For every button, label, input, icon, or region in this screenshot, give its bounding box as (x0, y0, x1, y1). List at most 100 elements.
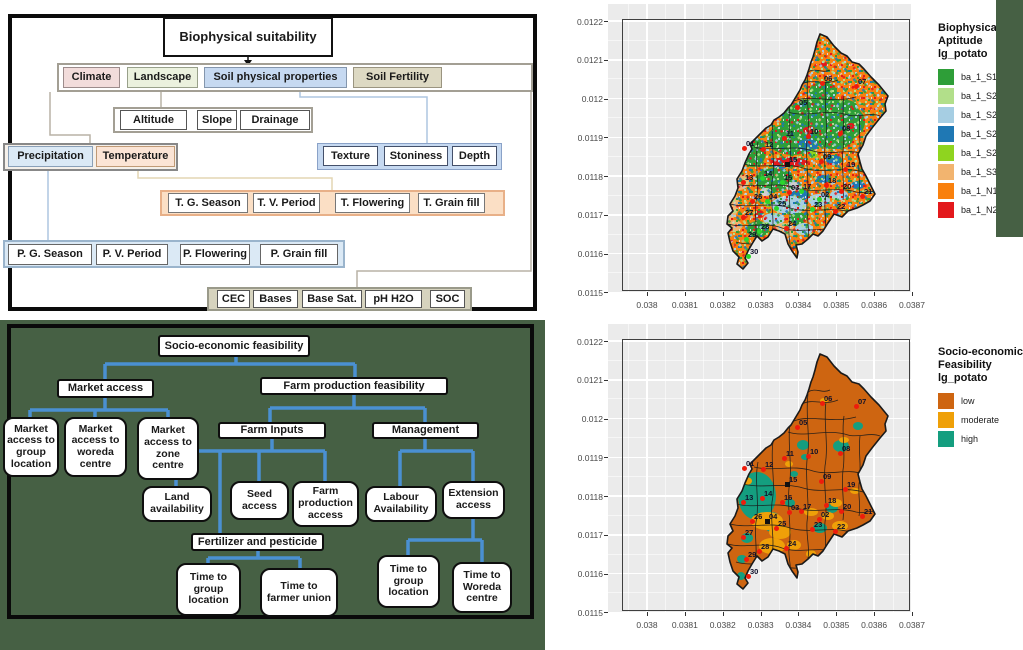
x-axis-tick-mark (912, 292, 913, 296)
node-t-g-season: T. G. Season (168, 193, 248, 213)
node-soil-physical: Soil physical properties (204, 67, 347, 88)
region-label: 26 (754, 192, 762, 201)
y-axis-tick-label: 0.0121 (561, 55, 603, 65)
x-axis-tick-mark (761, 292, 762, 296)
node-extension-access: Extension access (442, 481, 505, 519)
node-time-group-location-fert: Time to group location (176, 563, 241, 616)
region-label: 30 (750, 247, 758, 256)
y-axis-tick-label: 0.0119 (561, 133, 603, 143)
region-label: 11 (786, 449, 794, 458)
y-axis-tick-mark (604, 419, 608, 420)
bio-title: Biophysical suitability (163, 17, 333, 57)
legend-title-line: Aptitude (938, 35, 1002, 48)
node-p-v-period: P. V. Period (96, 244, 168, 265)
region-label: 25 (778, 199, 786, 208)
node-p-g-season: P. G. Season (8, 244, 92, 265)
legend-item: ba_1_S2c (938, 88, 1002, 104)
region-label: 27 (745, 208, 753, 217)
legend-swatch (938, 412, 954, 428)
legend-label: ba_1_N2 (961, 205, 998, 215)
x-axis-tick-mark (647, 292, 648, 296)
legend-label: high (961, 434, 978, 444)
y-axis-tick-label: 0.0115 (561, 288, 603, 298)
region-label: 15 (789, 155, 797, 164)
node-t-grain-fill: T. Grain fill (418, 193, 485, 213)
y-axis-tick-mark (604, 21, 608, 22)
region-label: 24 (788, 539, 796, 548)
legend-item: ba_1_S2f (938, 145, 1002, 161)
legend-label: ba_1_S2f (961, 148, 1000, 158)
legend-label: ba_1_N1 (961, 186, 998, 196)
y-axis-tick-label: 0.0118 (561, 172, 603, 182)
region-label: 18 (828, 496, 836, 505)
y-axis-tick-label: 0.012 (561, 94, 603, 104)
y-axis-tick-mark (604, 60, 608, 61)
legend-swatch (938, 164, 954, 180)
figure-canvas: { "biophysical_diagram": { "title": "Bio… (0, 0, 1023, 650)
y-axis-tick-mark (604, 215, 608, 216)
region-label: 06 (824, 74, 832, 83)
x-axis-tick-mark (647, 612, 648, 616)
region-label: 14 (764, 489, 772, 498)
y-axis-tick-mark (604, 137, 608, 138)
region-label: 19 (847, 480, 855, 489)
legend-title-line: Socio-economic (938, 346, 1023, 359)
node-market-access: Market access (57, 379, 154, 398)
x-axis-tick-mark (874, 292, 875, 296)
node-land-availability: Land availability (142, 486, 212, 522)
node-t-v-period: T. V. Period (253, 193, 320, 213)
region-label: 09 (823, 152, 831, 161)
x-axis-tick-mark (798, 292, 799, 296)
x-axis-tick-mark (798, 612, 799, 616)
legend-swatch (938, 145, 954, 161)
node-landscape: Landscape (127, 67, 198, 88)
legend-title-line: Biophysical (938, 22, 1002, 35)
region-label: 08 (842, 124, 850, 133)
region-label: 12 (765, 460, 773, 469)
region-label: 22 (837, 202, 845, 211)
region-label: 06 (824, 394, 832, 403)
x-axis-tick-mark (874, 612, 875, 616)
x-axis-tick-mark (723, 612, 724, 616)
district-map (608, 4, 912, 292)
region-label: 10 (810, 127, 818, 136)
region-label: 26 (754, 512, 762, 521)
node-management: Management (372, 422, 479, 439)
node-time-farmer-union: Time to farmer union (260, 568, 338, 617)
region-label: 21 (864, 507, 872, 516)
region-label: 29 (748, 550, 756, 559)
legend-label: low (961, 396, 975, 406)
legend-swatch (938, 88, 954, 104)
region-label: 03 (791, 183, 799, 192)
x-axis-tick-label: 0.0387 (890, 300, 934, 310)
node-texture: Texture (323, 146, 378, 166)
region-label: 19 (847, 160, 855, 169)
legend-title-line: lg_potato (938, 372, 1023, 385)
biophysical-aptitude-map: 0.0380.03810.03820.03830.03840.03850.038… (545, 0, 1023, 318)
x-axis-tick-mark (685, 612, 686, 616)
legend-swatch (938, 431, 954, 447)
region-label: 04 (769, 192, 777, 201)
biophysical-flowchart: Biophysical suitability Climate Landscap… (0, 0, 545, 318)
region-label: 20 (843, 182, 851, 191)
region-label: 07 (858, 397, 866, 406)
legend-title: BiophysicalAptitudelg_potato (938, 22, 1002, 62)
y-axis-tick-label: 0.0116 (561, 249, 603, 259)
plot-panel (608, 4, 912, 292)
legend-swatch (938, 107, 954, 123)
node-bases: Bases (253, 290, 298, 308)
legend-item: ba_1_N1 (938, 183, 1002, 199)
region-label: 08 (842, 444, 850, 453)
region-label: 16 (784, 173, 792, 182)
legend-item: high (938, 431, 1023, 447)
legend-item: ba_1_S2l (938, 107, 1002, 123)
y-axis-tick-mark (604, 612, 608, 613)
region-label: 15 (789, 475, 797, 484)
legend-swatch (938, 69, 954, 85)
node-p-grain-fill: P. Grain fill (260, 244, 338, 265)
region-label: 20 (843, 502, 851, 511)
region-label: 03 (791, 503, 799, 512)
node-temperature: Temperature (96, 146, 175, 167)
region-label: 21 (864, 187, 872, 196)
node-drainage: Drainage (240, 110, 310, 130)
